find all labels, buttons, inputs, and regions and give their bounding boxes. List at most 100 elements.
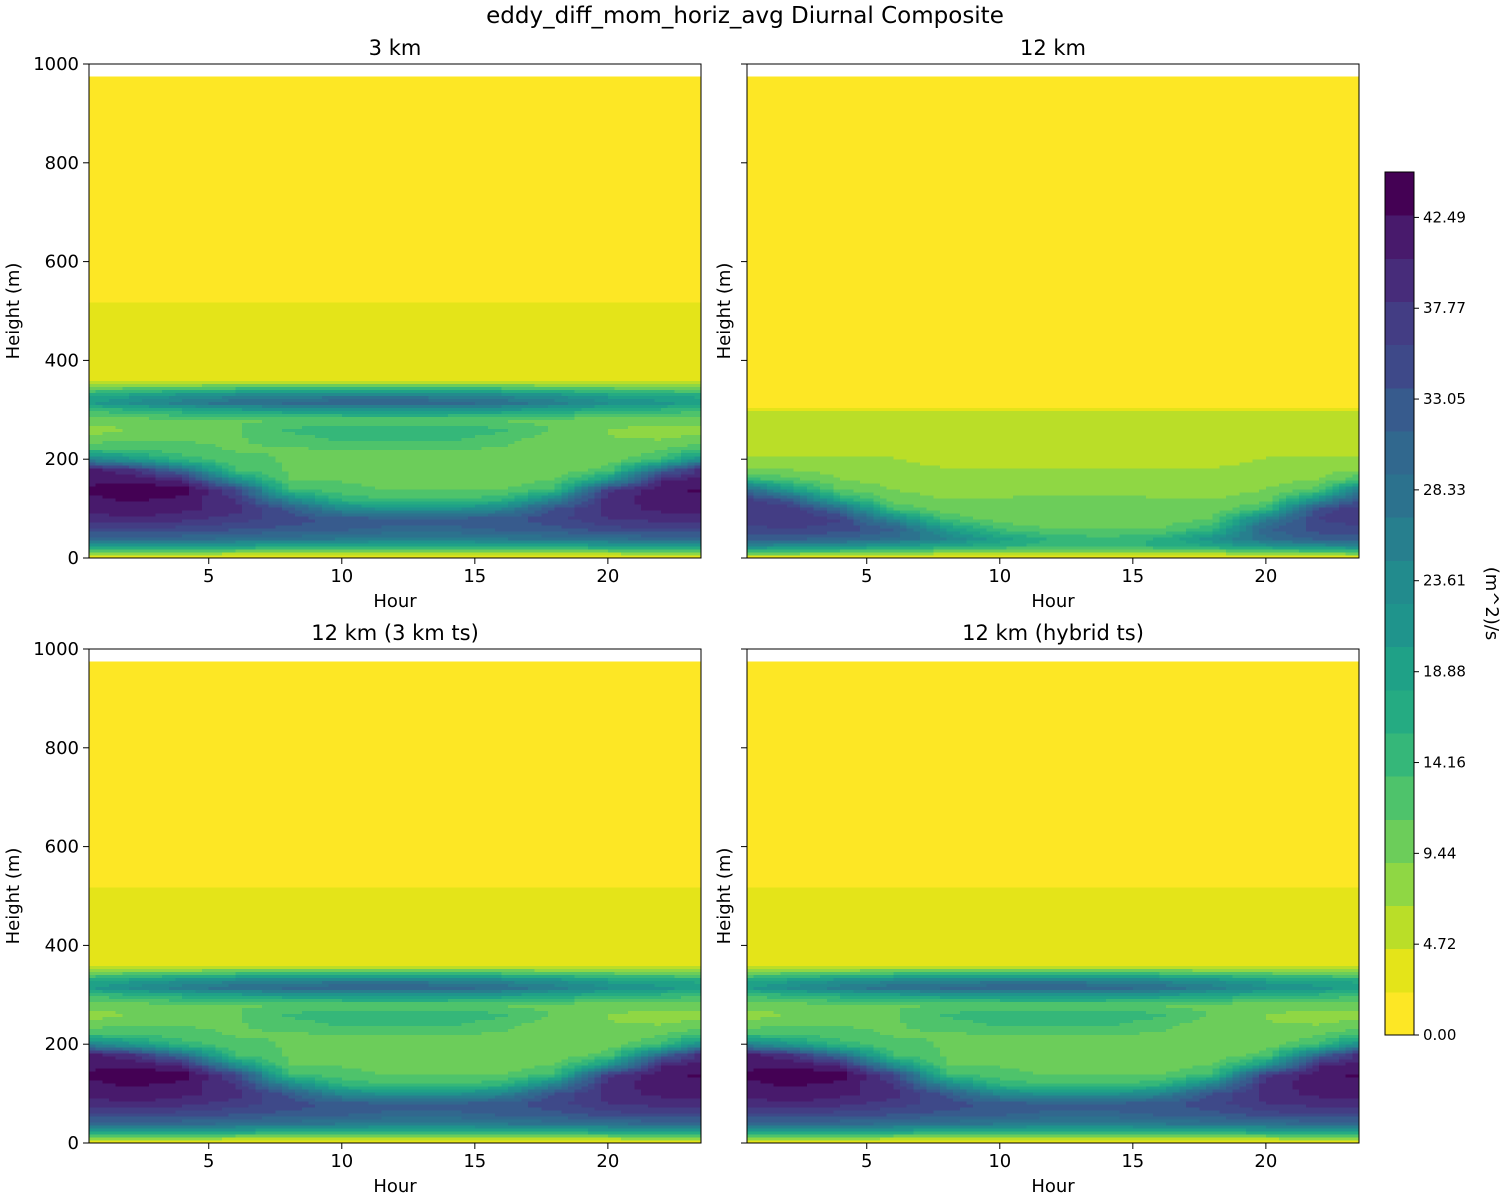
contour-cell bbox=[1352, 980, 1360, 985]
contour-cell bbox=[89, 533, 183, 538]
contour-cell bbox=[508, 503, 522, 508]
contour-cell bbox=[255, 1088, 270, 1093]
contour-cell bbox=[89, 256, 702, 261]
contour-cell bbox=[826, 1046, 841, 1051]
contour-cell bbox=[747, 736, 1360, 741]
contour-cell bbox=[667, 1052, 675, 1057]
contour-cell bbox=[913, 1064, 921, 1069]
contour-cell bbox=[747, 1106, 881, 1111]
contour-cell bbox=[747, 461, 921, 466]
contour-cell bbox=[1239, 521, 1247, 526]
contour-cell bbox=[222, 1073, 236, 1078]
contour-cell bbox=[208, 1076, 223, 1081]
contour-cell bbox=[747, 1001, 808, 1006]
contour-cell bbox=[747, 401, 1360, 406]
contour-cell bbox=[766, 1097, 815, 1102]
contour-cell bbox=[89, 814, 702, 819]
contour-cell bbox=[1259, 1073, 1274, 1078]
contour-cell bbox=[873, 1043, 934, 1048]
contour-cell bbox=[215, 536, 336, 541]
contour-cell bbox=[939, 1067, 948, 1072]
contour-cell bbox=[747, 440, 1360, 445]
contour-cell bbox=[1279, 515, 1287, 520]
contour-cell bbox=[195, 470, 203, 475]
contour-cell bbox=[554, 488, 562, 493]
contour-cell bbox=[753, 1046, 781, 1051]
contour-cell bbox=[361, 1088, 476, 1093]
contour-cell bbox=[1339, 503, 1360, 508]
contour-cell bbox=[89, 1007, 243, 1012]
x-tick-label: 15 bbox=[1121, 566, 1144, 587]
contour-cell bbox=[89, 847, 702, 852]
contour-cell bbox=[999, 1082, 1161, 1087]
contour-cell bbox=[840, 983, 888, 988]
contour-cell bbox=[89, 745, 702, 750]
contour-cell bbox=[747, 881, 1360, 885]
contour-cell bbox=[242, 1073, 250, 1078]
contour-cell bbox=[747, 1112, 888, 1117]
contour-cell bbox=[554, 482, 562, 487]
contour-cell bbox=[594, 1085, 602, 1090]
contour-cell bbox=[1325, 485, 1333, 490]
contour-cell bbox=[973, 524, 994, 529]
contour-cell bbox=[501, 410, 576, 415]
contour-cell bbox=[654, 398, 702, 403]
contour-cell bbox=[886, 1067, 894, 1072]
contour-cell bbox=[1252, 536, 1274, 541]
contour-cell bbox=[228, 476, 236, 481]
contour-cell bbox=[601, 491, 609, 496]
contour-cell bbox=[747, 121, 1360, 126]
contour-cell bbox=[747, 166, 1360, 171]
contour-cell bbox=[248, 1073, 256, 1078]
contour-cell bbox=[1279, 1043, 1300, 1048]
contour-cell bbox=[89, 772, 702, 777]
contour-cell bbox=[1305, 497, 1320, 502]
contour-cell bbox=[89, 85, 702, 89]
contour-cell bbox=[747, 350, 1360, 354]
contour-cell bbox=[1225, 548, 1300, 553]
contour-cell bbox=[1186, 539, 1214, 544]
contour-cell bbox=[747, 94, 1360, 99]
contour-cell bbox=[933, 1070, 941, 1075]
contour-cell bbox=[228, 1058, 243, 1063]
contour-cell bbox=[574, 995, 682, 1000]
contour-cell bbox=[567, 491, 576, 496]
contour-cell bbox=[661, 1055, 682, 1060]
contour-cell bbox=[202, 1091, 243, 1096]
contour-cell bbox=[1352, 500, 1360, 505]
contour-cell bbox=[208, 476, 223, 481]
contour-cell bbox=[747, 860, 1360, 864]
contour-cell bbox=[766, 983, 801, 988]
contour-cell bbox=[647, 1046, 662, 1051]
contour-cell bbox=[1199, 1088, 1214, 1093]
contour-cell bbox=[826, 998, 1001, 1003]
contour-cell bbox=[1252, 1073, 1260, 1078]
contour-cell bbox=[368, 515, 469, 520]
contour-cell bbox=[288, 470, 569, 475]
contour-cell bbox=[601, 485, 609, 490]
contour-cell bbox=[102, 1049, 130, 1054]
contour-cell bbox=[647, 1061, 656, 1066]
contour-cell bbox=[195, 1055, 203, 1060]
contour-cell bbox=[328, 500, 350, 505]
contour-cell bbox=[1232, 1097, 1260, 1102]
contour-cell bbox=[607, 1124, 702, 1129]
contour-cell bbox=[1332, 491, 1340, 496]
contour-cell bbox=[89, 106, 702, 111]
contour-cell bbox=[1312, 491, 1327, 496]
contour-cell bbox=[1279, 512, 1287, 517]
contour-cell bbox=[1219, 1067, 1234, 1072]
contour-cell bbox=[681, 470, 695, 475]
contour-cell bbox=[886, 521, 901, 526]
contour-cell bbox=[195, 1061, 203, 1066]
contour-cell bbox=[381, 524, 463, 529]
contour-cell bbox=[1219, 1109, 1280, 1114]
contour-cell bbox=[747, 515, 828, 520]
contour-cell bbox=[1305, 1061, 1314, 1066]
contour-cell bbox=[1172, 533, 1194, 538]
contour-cell bbox=[182, 1064, 190, 1069]
contour-cell bbox=[1305, 506, 1314, 511]
contour-cell bbox=[753, 1043, 775, 1048]
contour-cell bbox=[1332, 470, 1360, 475]
contour-cell bbox=[747, 932, 1360, 936]
